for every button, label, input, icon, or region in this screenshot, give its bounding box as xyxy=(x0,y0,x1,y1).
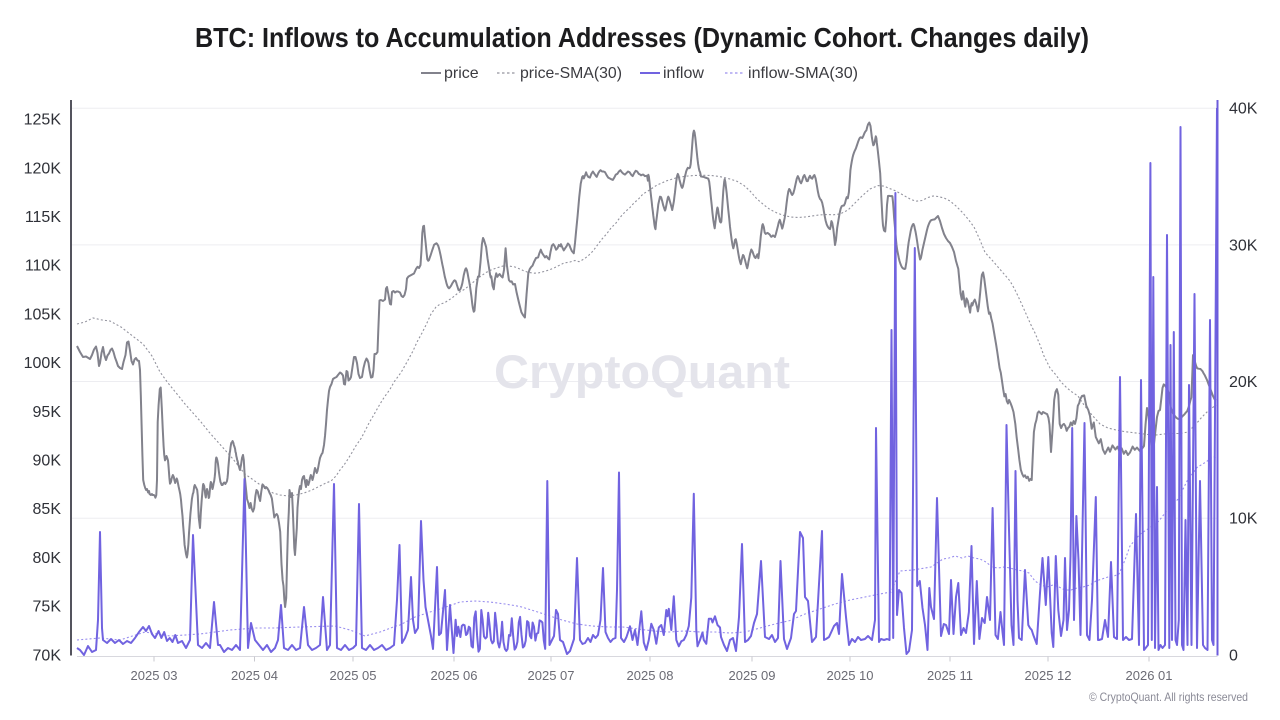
svg-text:2025 03: 2025 03 xyxy=(131,668,178,683)
svg-text:75K: 75K xyxy=(33,599,62,616)
svg-text:2025 05: 2025 05 xyxy=(330,668,377,683)
svg-text:price-SMA(30): price-SMA(30) xyxy=(520,65,622,82)
svg-text:© CryptoQuant. All rights rese: © CryptoQuant. All rights reserved xyxy=(1089,690,1248,704)
svg-text:CryptoQuant: CryptoQuant xyxy=(494,345,790,398)
svg-text:2025 11: 2025 11 xyxy=(927,668,973,683)
svg-text:125K: 125K xyxy=(24,112,62,129)
svg-text:2025 12: 2025 12 xyxy=(1025,668,1072,683)
svg-text:115K: 115K xyxy=(25,209,62,226)
svg-text:2026 01: 2026 01 xyxy=(1126,668,1173,683)
svg-text:30K: 30K xyxy=(1229,237,1258,254)
svg-text:2025 08: 2025 08 xyxy=(627,668,674,683)
svg-text:2025 06: 2025 06 xyxy=(431,668,478,683)
svg-text:0: 0 xyxy=(1229,647,1238,664)
svg-text:2025 09: 2025 09 xyxy=(729,668,776,683)
svg-text:95K: 95K xyxy=(33,404,62,421)
svg-text:2025 07: 2025 07 xyxy=(528,668,575,683)
svg-text:2025 04: 2025 04 xyxy=(231,668,278,683)
svg-text:10K: 10K xyxy=(1229,511,1258,528)
svg-text:85K: 85K xyxy=(33,501,62,518)
svg-text:90K: 90K xyxy=(33,453,62,470)
svg-text:70K: 70K xyxy=(33,647,62,664)
svg-text:BTC: Inflows to Accumulation A: BTC: Inflows to Accumulation Addresses (… xyxy=(195,22,1089,53)
svg-text:2025 10: 2025 10 xyxy=(827,668,874,683)
svg-text:120K: 120K xyxy=(24,160,62,177)
svg-text:inflow: inflow xyxy=(663,65,704,82)
svg-text:80K: 80K xyxy=(33,550,62,567)
svg-text:20K: 20K xyxy=(1229,374,1258,391)
svg-text:100K: 100K xyxy=(24,355,62,372)
svg-text:inflow-SMA(30): inflow-SMA(30) xyxy=(748,65,858,82)
svg-text:105K: 105K xyxy=(24,306,62,323)
svg-text:price: price xyxy=(444,65,479,82)
svg-text:110K: 110K xyxy=(25,258,62,275)
svg-text:40K: 40K xyxy=(1229,101,1258,118)
